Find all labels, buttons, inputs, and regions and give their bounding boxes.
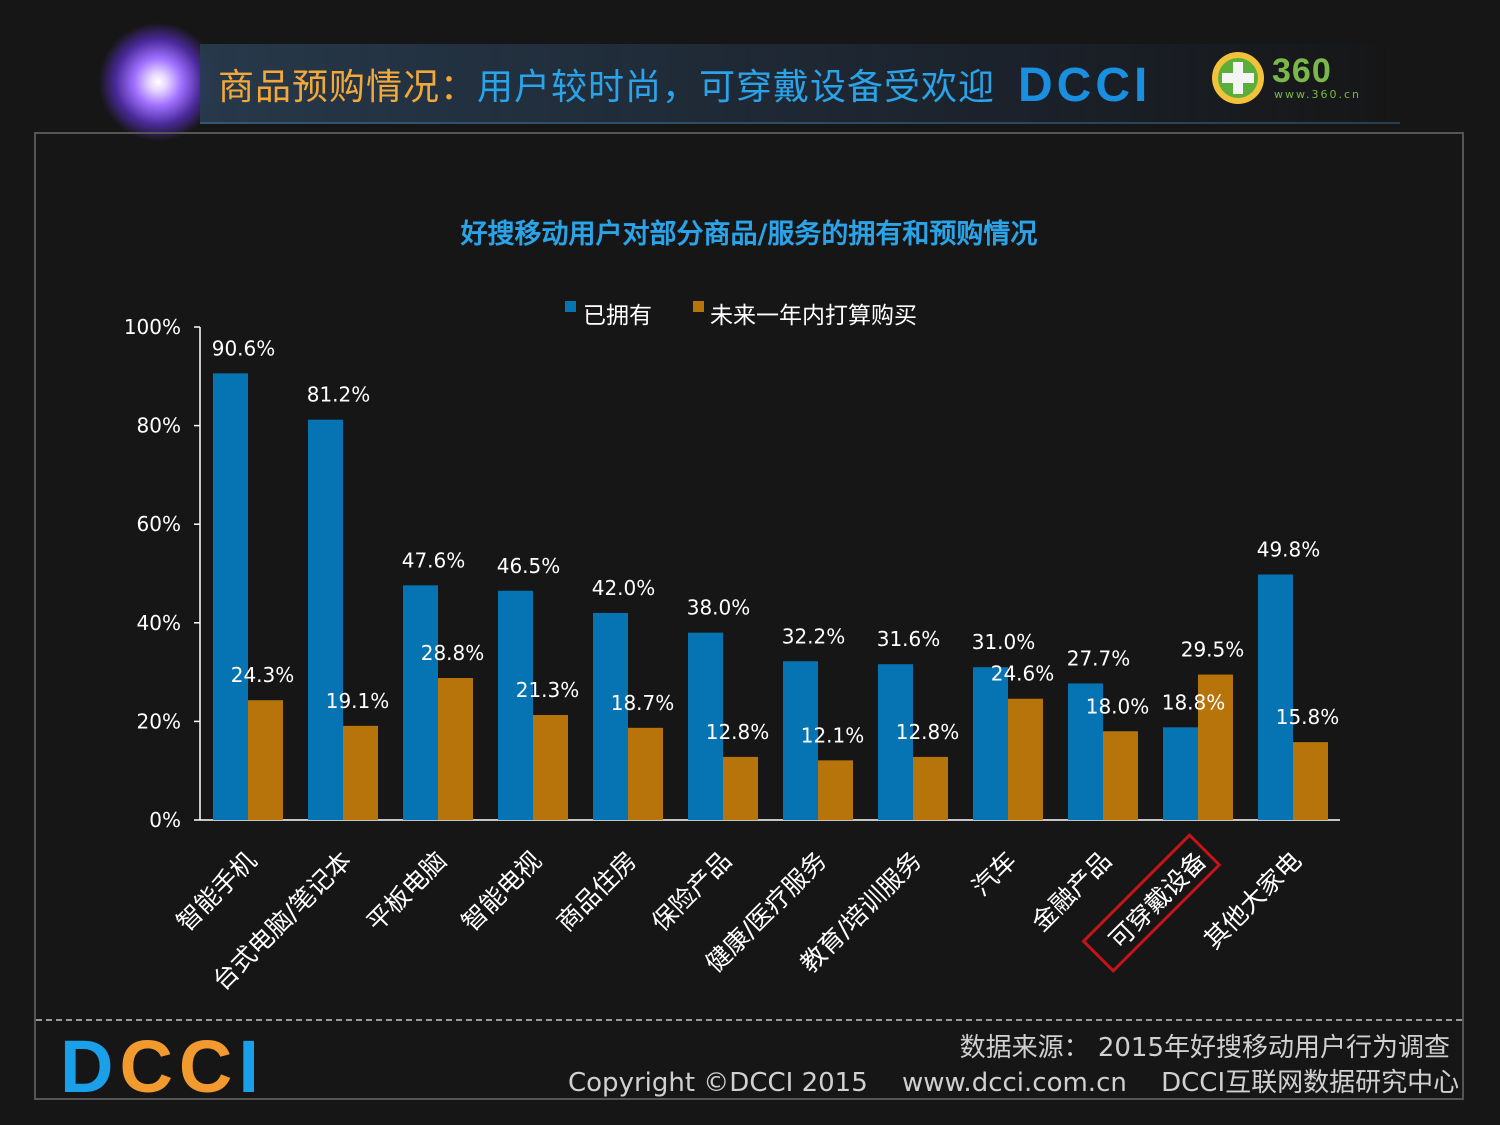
copyright-line: Copyright ©DCCI 2015 www.dcci.com.cn DCC… bbox=[568, 1062, 1459, 1099]
bar-plan bbox=[533, 714, 568, 820]
dcci-letter: D bbox=[60, 1025, 120, 1108]
bar-owned bbox=[973, 667, 1008, 820]
chart-title: 好搜移动用户对部分商品/服务的拥有和预购情况 bbox=[460, 218, 1038, 250]
data-label-plan: 24.6% bbox=[991, 662, 1055, 686]
360-logo-url: www.360.cn bbox=[1274, 88, 1361, 101]
data-label-owned: 18.8% bbox=[1162, 690, 1226, 714]
legend-swatch-plan bbox=[693, 301, 704, 312]
bar-plan bbox=[343, 725, 378, 820]
chart-axes: 0% 20% 40% 60% 80% 100% bbox=[124, 315, 1340, 832]
data-label-owned: 27.7% bbox=[1067, 646, 1131, 670]
bar-plan bbox=[1293, 742, 1328, 820]
bar-plan bbox=[723, 756, 758, 820]
data-label-plan: 24.3% bbox=[231, 663, 295, 687]
data-label-plan: 15.8% bbox=[1276, 705, 1340, 729]
data-label-owned: 38.0% bbox=[687, 596, 751, 620]
y-tick-label: 0% bbox=[149, 808, 181, 832]
bar-plan bbox=[628, 727, 663, 820]
bar-plan bbox=[1103, 731, 1138, 820]
data-label-owned: 81.2% bbox=[307, 383, 371, 407]
category-label: 商品住房 bbox=[551, 846, 642, 937]
footer-divider bbox=[36, 1019, 1462, 1021]
dcci-logo-footer-text: DCCI bbox=[60, 1025, 265, 1108]
highlight-box bbox=[1081, 833, 1222, 974]
category-label: 平板电脑 bbox=[361, 846, 452, 937]
bar-owned bbox=[1068, 683, 1103, 820]
copyright-text: Copyright ©DCCI 2015 bbox=[568, 1068, 868, 1098]
data-label-plan: 12.8% bbox=[706, 720, 770, 744]
y-tick-label: 40% bbox=[137, 611, 181, 635]
category-label: 智能手机 bbox=[171, 846, 262, 937]
data-label-plan: 28.8% bbox=[421, 641, 485, 665]
data-label-plan: 19.1% bbox=[326, 689, 390, 713]
legend-label-plan: 未来一年内打算购买 bbox=[710, 303, 917, 329]
data-label-owned: 31.0% bbox=[972, 630, 1036, 654]
category-label: 可穿戴设备 bbox=[1103, 846, 1212, 955]
page-title: 商品预购情况：用户较时尚，可穿戴设备受欢迎 bbox=[218, 58, 995, 110]
data-label-owned: 32.2% bbox=[782, 624, 846, 648]
legend-label-owned: 已拥有 bbox=[583, 303, 652, 329]
data-label-owned: 42.0% bbox=[592, 576, 656, 600]
category-label: 保险产品 bbox=[646, 846, 737, 937]
bar-owned bbox=[213, 373, 248, 820]
starburst-logo-icon bbox=[98, 22, 218, 142]
bar-owned bbox=[498, 590, 533, 820]
data-label-owned: 31.6% bbox=[877, 627, 941, 651]
data-label-owned: 49.8% bbox=[1257, 537, 1321, 561]
data-label-plan: 12.8% bbox=[896, 720, 960, 744]
bar-plan bbox=[1198, 674, 1233, 820]
data-label-plan: 18.7% bbox=[611, 691, 675, 715]
data-label-owned: 47.6% bbox=[402, 548, 466, 572]
chart-legend: 已拥有 未来一年内打算购买 bbox=[565, 301, 917, 329]
bar-owned bbox=[783, 661, 818, 820]
y-tick-label: 20% bbox=[137, 709, 181, 733]
bar-owned bbox=[878, 664, 913, 820]
y-tick-label: 60% bbox=[137, 512, 181, 536]
header: 商品预购情况：用户较时尚，可穿戴设备受欢迎 DCCI 360 www.360.c… bbox=[0, 0, 1500, 142]
bar-plan bbox=[248, 700, 283, 820]
data-label-plan: 29.5% bbox=[1181, 638, 1245, 662]
org-text: DCCI互联网数据研究中心 bbox=[1161, 1068, 1460, 1098]
data-label-owned: 46.5% bbox=[497, 554, 561, 578]
data-label-plan: 21.3% bbox=[516, 678, 580, 702]
data-label-plan: 18.0% bbox=[1086, 694, 1150, 718]
bar-plan bbox=[438, 678, 473, 820]
website-text: www.dcci.com.cn bbox=[902, 1068, 1127, 1098]
legend-swatch-owned bbox=[565, 301, 576, 312]
data-source: 数据来源： 2015年好搜移动用户行为调查 bbox=[959, 1033, 1450, 1063]
data-label-plan: 12.1% bbox=[801, 723, 865, 747]
dcci-letter: C bbox=[119, 1025, 179, 1108]
category-label: 汽车 bbox=[966, 846, 1022, 902]
bar-plan bbox=[1008, 698, 1043, 820]
chart-bars bbox=[213, 373, 1328, 820]
bar-owned bbox=[688, 632, 723, 820]
y-tick-label: 100% bbox=[124, 315, 181, 339]
bar-owned bbox=[1258, 574, 1293, 820]
data-label-owned: 90.6% bbox=[212, 336, 276, 360]
chart-data-labels: 90.6% 24.3% 81.2% 19.1% 47.6% 28.8% 46.5% 21.3%… bbox=[212, 336, 1340, 747]
bar-plan bbox=[818, 760, 853, 820]
header-bar bbox=[200, 44, 1400, 124]
y-tick-label: 80% bbox=[137, 414, 181, 438]
360-logo-text: 360 bbox=[1272, 52, 1332, 90]
bar-owned bbox=[403, 585, 438, 820]
category-label: 智能电视 bbox=[456, 846, 547, 937]
360-logo-icon bbox=[1212, 52, 1264, 104]
bar-owned bbox=[308, 419, 343, 820]
bar-plan bbox=[913, 756, 948, 820]
page-title-part2: 用户较时尚，可穿戴设备受欢迎 bbox=[477, 67, 996, 108]
dcci-letter: C bbox=[178, 1025, 239, 1108]
bar-chart: 好搜移动用户对部分商品/服务的拥有和预购情况 已拥有 未来一年内打算购买 0% 2… bbox=[124, 218, 1340, 996]
page-title-part1: 商品预购情况： bbox=[218, 67, 478, 108]
dcci-letter: I bbox=[238, 1025, 265, 1108]
dcci-logo-header: DCCI bbox=[1018, 59, 1152, 112]
bar-owned bbox=[1163, 727, 1198, 820]
dcci-logo-footer: DCCI bbox=[60, 1024, 265, 1109]
bar-owned bbox=[593, 612, 628, 820]
content-frame bbox=[34, 132, 1464, 1100]
